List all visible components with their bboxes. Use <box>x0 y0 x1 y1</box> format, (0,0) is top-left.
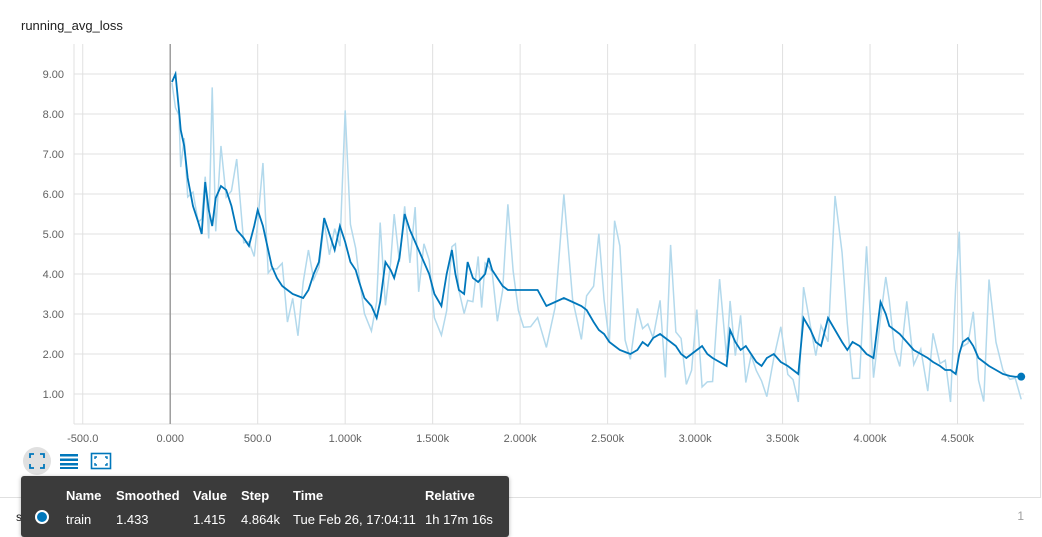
tooltip-value-name: train <box>66 512 92 527</box>
series-smoothed-line <box>171 70 1022 378</box>
y-tick-label: 5.00 <box>43 229 64 241</box>
grid-lines <box>74 44 1024 424</box>
y-tick-label: 1.00 <box>43 389 64 401</box>
hover-point <box>1017 372 1026 381</box>
tooltip-header-relative: Relative <box>425 488 475 503</box>
series-lines <box>171 70 1026 403</box>
expand-chart-button[interactable] <box>87 447 115 475</box>
x-tick-label: 2.500k <box>591 433 625 445</box>
x-tick-label: 2.000k <box>504 433 538 445</box>
y-tick-labels: 1.00 2.00 3.00 4.00 5.00 6.00 7.00 8.00 9.00 <box>43 69 64 401</box>
x-tick-label: 1.000k <box>329 433 363 445</box>
y-tick-label: 8.00 <box>43 109 64 121</box>
x-tick-label: 3.000k <box>679 433 713 445</box>
y-tick-label: 6.00 <box>43 189 64 201</box>
tooltip-header-time: Time <box>293 488 324 503</box>
series-raw-line <box>171 82 1022 403</box>
tooltip-header-step: Step <box>241 488 270 503</box>
toggle-y-log-icon <box>60 454 78 469</box>
x-tick-label: 0.000 <box>156 433 184 445</box>
tooltip-header-value: Value <box>193 488 227 503</box>
toggle-y-log-button[interactable] <box>55 447 83 475</box>
tooltip-header-smoothed: Smoothed <box>116 488 180 503</box>
x-tick-labels: -500.0 0.000 500.0 1.000k 1.500k 2.000k 2.500k… <box>67 433 974 445</box>
fit-domain-icon <box>29 453 45 469</box>
tooltip-value-step: 4.864k <box>241 512 281 527</box>
chart-title: running_avg_loss <box>21 18 123 33</box>
tooltip-header-name: Name <box>66 488 102 503</box>
x-tick-label: 1.500k <box>416 433 450 445</box>
y-tick-label: 3.00 <box>43 309 64 321</box>
tooltip-value-value: 1.415 <box>193 512 226 527</box>
tooltip-value-smoothed: 1.433 <box>116 512 149 527</box>
y-tick-label: 2.00 <box>43 349 64 361</box>
fit-domain-button[interactable] <box>23 447 51 475</box>
y-tick-label: 4.00 <box>43 269 64 281</box>
x-tick-label: 4.000k <box>854 433 888 445</box>
expand-chart-icon <box>90 452 112 470</box>
y-tick-label: 9.00 <box>43 69 64 81</box>
x-tick-label: 4.500k <box>941 433 975 445</box>
tooltip-value-relative: 1h 17m 16s <box>425 512 493 527</box>
x-tick-label: 3.500k <box>766 433 800 445</box>
tooltip: Name Smoothed Value Step Time Relative t… <box>21 476 509 537</box>
page-number: 1 <box>1017 509 1024 523</box>
x-tick-label: 500.0 <box>244 433 272 445</box>
y-tick-label: 7.00 <box>43 149 64 161</box>
axes <box>73 44 1024 425</box>
x-tick-label: -500.0 <box>67 433 98 445</box>
series-color-dot <box>35 510 49 524</box>
tooltip-value-time: Tue Feb 26, 17:04:11 <box>293 512 416 527</box>
